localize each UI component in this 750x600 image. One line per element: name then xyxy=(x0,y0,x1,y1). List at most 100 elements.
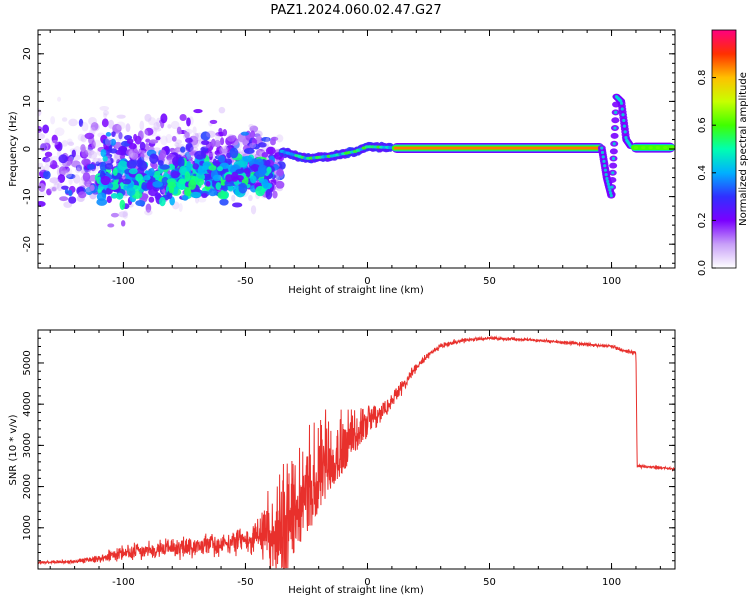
spectral-noise-blob xyxy=(78,191,87,199)
spectral-noise-blob xyxy=(44,151,53,158)
spectral-noise-blob xyxy=(110,212,119,218)
spectral-noise-blob xyxy=(233,140,243,150)
spectral-noise-blob xyxy=(249,142,257,149)
excursion-core xyxy=(624,135,628,140)
spectral-noise-blob xyxy=(103,110,109,116)
spectral-noise-blob xyxy=(73,174,81,184)
spectral-noise-blob xyxy=(99,105,110,111)
spectral-cluster-blob xyxy=(190,191,202,198)
spectral-noise-blob xyxy=(75,167,81,174)
spectral-cluster-blob xyxy=(119,199,126,210)
excursion-core xyxy=(603,168,608,172)
spectral-cluster-blob xyxy=(231,171,239,182)
spectral-noise-blob xyxy=(84,146,93,154)
spectral-noise-blob xyxy=(51,186,57,192)
spectral-noise-blob xyxy=(60,170,70,176)
spectral-noise-blob xyxy=(105,132,112,137)
snr-y-label: SNR (10 * v/v) xyxy=(8,414,19,485)
spectral-noise-blob xyxy=(103,113,108,118)
spectral-noise-blob xyxy=(139,120,145,131)
spectral-noise-blob xyxy=(219,137,225,146)
spectral-noise-blob xyxy=(82,171,91,182)
spectral-noise-blob xyxy=(101,118,109,128)
spectral-noise-blob xyxy=(160,135,168,146)
spectral-noise-blob xyxy=(126,138,134,145)
spectral-noise-blob xyxy=(145,203,152,213)
spectral-noise-blob xyxy=(191,133,200,142)
spectrogram-x-axis: -100 -50 0 50 100 xyxy=(49,30,661,287)
excursion-core xyxy=(607,185,611,189)
spectral-noise-blob xyxy=(68,189,73,197)
spectral-cluster-blob xyxy=(148,168,155,177)
spectral-cluster-blob xyxy=(231,202,243,208)
spectral-noise-blob xyxy=(64,188,69,194)
spectral-cluster-blob xyxy=(143,175,151,181)
spectral-noise-blob xyxy=(155,117,162,128)
spectral-cluster-blob xyxy=(161,176,169,185)
excursion-core xyxy=(614,110,618,114)
spectral-noise-blob xyxy=(43,170,51,180)
spectral-noise-blob xyxy=(57,96,62,102)
excursion-halo xyxy=(610,132,619,139)
spectral-noise-blob xyxy=(39,142,46,152)
x-tick-label: 0 xyxy=(364,577,370,588)
spectral-noise-blob xyxy=(206,130,216,138)
spectral-noise-blob xyxy=(95,161,100,167)
spectral-cluster-blob xyxy=(264,159,271,167)
spectral-noise-blob xyxy=(42,124,50,134)
spectral-noise-blob xyxy=(265,137,270,147)
spectral-noise-blob xyxy=(175,139,183,145)
spectral-noise-blob xyxy=(128,142,137,150)
spectral-noise-blob xyxy=(61,185,69,190)
spectral-cluster-blob xyxy=(168,185,175,194)
spectral-noise-blob xyxy=(88,150,98,159)
spectral-cluster-blob xyxy=(159,164,170,170)
spectral-noise-blob xyxy=(270,138,276,146)
colorbar-gradient xyxy=(712,30,736,268)
spectral-cluster-blob xyxy=(149,177,156,183)
spectral-noise-blob xyxy=(107,119,115,129)
spectral-noise-blob xyxy=(128,150,134,158)
spectral-cluster-blob xyxy=(250,164,261,172)
spectral-cluster-blob xyxy=(149,153,159,164)
excursion-core xyxy=(602,159,606,163)
colorbar-tick-label: 0.6 xyxy=(697,117,708,133)
spectral-noise-blob xyxy=(167,124,172,129)
spectral-cluster-blob xyxy=(99,161,107,173)
x-tick-label: -50 xyxy=(237,276,253,287)
spectral-noise-blob xyxy=(68,196,77,204)
spectral-noise-blob xyxy=(225,136,233,146)
spectral-noise-blob xyxy=(275,180,285,189)
colorbar-tick-label: 0.4 xyxy=(697,165,708,181)
spectral-noise-blob xyxy=(90,122,100,132)
spectral-noise-blob xyxy=(112,123,122,134)
spectral-noise-blob xyxy=(276,168,284,177)
spectral-cluster-blob xyxy=(212,174,222,182)
spectral-cluster-blob xyxy=(208,165,217,171)
spectral-noise-blob xyxy=(153,122,160,131)
spectral-cluster-blob xyxy=(262,179,269,189)
spectral-noise-blob xyxy=(44,138,50,147)
spectral-noise-blob xyxy=(148,196,155,203)
spectral-noise-blob xyxy=(197,197,207,203)
spectral-noise-blob xyxy=(249,125,259,133)
spectral-cluster-blob xyxy=(152,181,163,188)
spectral-noise-blob xyxy=(51,134,58,144)
spectral-noise-blob xyxy=(91,140,96,149)
spectral-noise-blob xyxy=(185,137,193,144)
figure-title: PAZ1.2024.060.02.47.G27 xyxy=(270,3,441,18)
spectral-noise-blob xyxy=(192,126,197,135)
excursion-core xyxy=(605,176,609,181)
excursion-halo xyxy=(608,176,617,183)
spectral-cluster-blob xyxy=(159,196,166,207)
excursion-core xyxy=(621,113,625,117)
y-tick-label: 5000 xyxy=(22,350,33,375)
spectral-cluster-blob xyxy=(136,159,143,168)
spectral-cluster-blob xyxy=(194,150,206,160)
spectral-noise-blob xyxy=(174,142,180,147)
spectral-noise-blob xyxy=(149,139,159,144)
spectral-noise-blob xyxy=(67,141,75,146)
late-signal-dot xyxy=(655,146,661,149)
spectral-cluster-blob xyxy=(229,147,239,159)
spectral-noise-blob xyxy=(171,135,177,142)
